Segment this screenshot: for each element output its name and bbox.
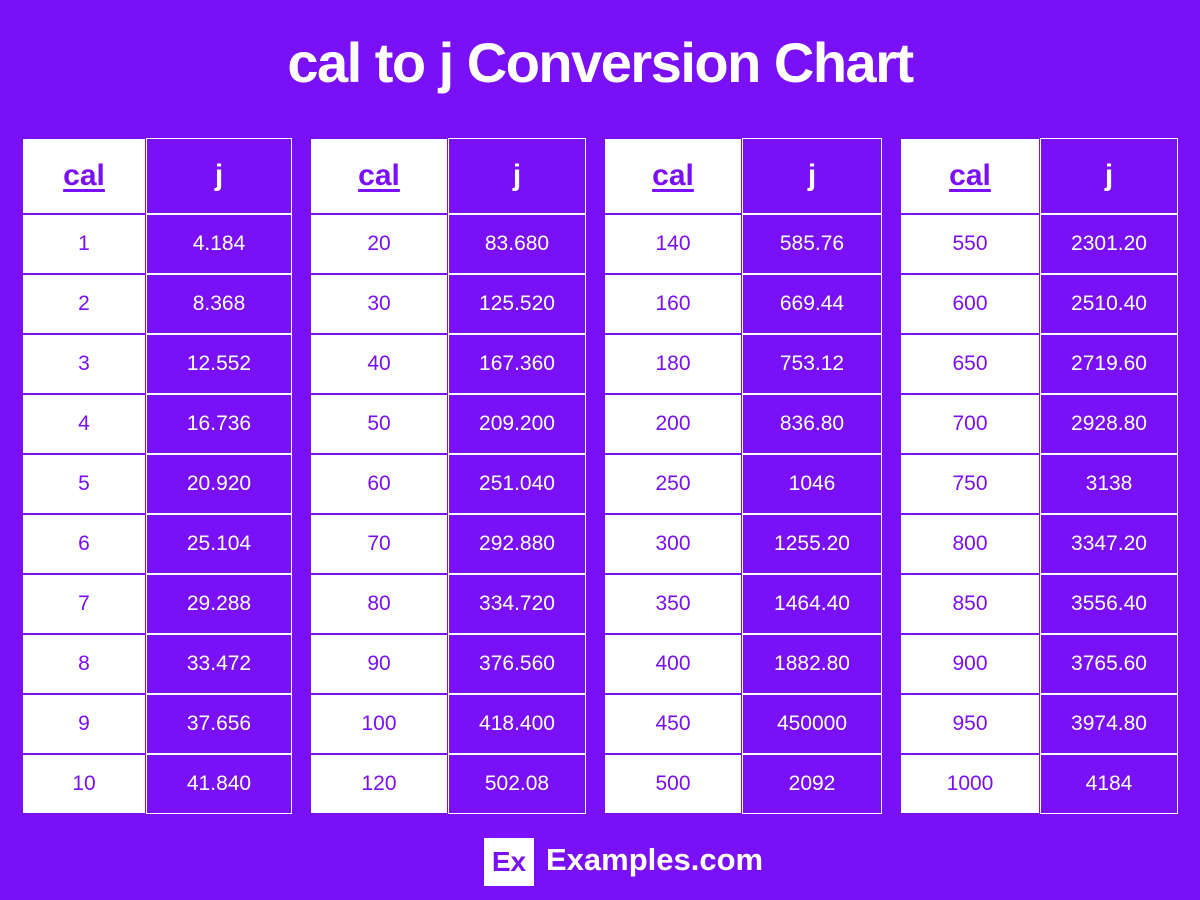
table-cell: 700 bbox=[900, 394, 1040, 454]
table-cell: 292.880 bbox=[448, 514, 586, 574]
table-cell: 3347.20 bbox=[1040, 514, 1178, 574]
title: cal to j Conversion Chart bbox=[287, 31, 914, 94]
table-cell: 4.184 bbox=[146, 214, 292, 274]
table-cell: 20.920 bbox=[146, 454, 292, 514]
table-cell: 250 bbox=[604, 454, 742, 514]
table-cell: 80 bbox=[310, 574, 448, 634]
table-cell: 140 bbox=[604, 214, 742, 274]
table-cell: 850 bbox=[900, 574, 1040, 634]
table-cell: 251.040 bbox=[448, 454, 586, 514]
table-cell: 3556.40 bbox=[1040, 574, 1178, 634]
table-cell: 2719.60 bbox=[1040, 334, 1178, 394]
header-cell: j bbox=[146, 138, 292, 214]
table-cell: 7 bbox=[22, 574, 146, 634]
table-cell: 2092 bbox=[742, 754, 882, 814]
table-cell: 4184 bbox=[1040, 754, 1178, 814]
table-cell: 8.368 bbox=[146, 274, 292, 334]
table-cell: 50 bbox=[310, 394, 448, 454]
table-cell: 100 bbox=[310, 694, 448, 754]
table-cell: 1046 bbox=[742, 454, 882, 514]
site-name: Examples.com bbox=[546, 842, 764, 877]
table-cell: 125.520 bbox=[448, 274, 586, 334]
table-cell: 4 bbox=[22, 394, 146, 454]
table-cell: 585.76 bbox=[742, 214, 882, 274]
table-cell: 5 bbox=[22, 454, 146, 514]
table-cell: 500 bbox=[604, 754, 742, 814]
table-cell: 650 bbox=[900, 334, 1040, 394]
table-cell: 40 bbox=[310, 334, 448, 394]
table-cell: 180 bbox=[604, 334, 742, 394]
table-cell: 750 bbox=[900, 454, 1040, 514]
table-cell: 950 bbox=[900, 694, 1040, 754]
table-cell: 753.12 bbox=[742, 334, 882, 394]
table-cell: 167.360 bbox=[448, 334, 586, 394]
table-cell: 1882.80 bbox=[742, 634, 882, 694]
header-cell: j bbox=[448, 138, 586, 214]
table-cell: 502.08 bbox=[448, 754, 586, 814]
table-cell: 209.200 bbox=[448, 394, 586, 454]
table-cell: 90 bbox=[310, 634, 448, 694]
table-cell: 12.552 bbox=[146, 334, 292, 394]
table-cell: 30 bbox=[310, 274, 448, 334]
table-cell: 20 bbox=[310, 214, 448, 274]
table-cell: 600 bbox=[900, 274, 1040, 334]
table-cell: 6 bbox=[22, 514, 146, 574]
header-cell: cal bbox=[22, 138, 146, 214]
table-cell: 376.560 bbox=[448, 634, 586, 694]
table-cell: 550 bbox=[900, 214, 1040, 274]
header-cell: cal bbox=[310, 138, 448, 214]
table-cell: 2 bbox=[22, 274, 146, 334]
table-cell: 60 bbox=[310, 454, 448, 514]
table-cell: 669.44 bbox=[742, 274, 882, 334]
table-cell: 2510.40 bbox=[1040, 274, 1178, 334]
table-cell: 37.656 bbox=[146, 694, 292, 754]
header-cell: cal bbox=[900, 138, 1040, 214]
table-cell: 450000 bbox=[742, 694, 882, 754]
header-cell: j bbox=[1040, 138, 1178, 214]
table-cell: 1255.20 bbox=[742, 514, 882, 574]
table-cell: 25.104 bbox=[146, 514, 292, 574]
table-cell: 836.80 bbox=[742, 394, 882, 454]
table-cell: 8 bbox=[22, 634, 146, 694]
table-cell: 2928.80 bbox=[1040, 394, 1178, 454]
table-cell: 33.472 bbox=[146, 634, 292, 694]
table-cell: 29.288 bbox=[146, 574, 292, 634]
table-cell: 160 bbox=[604, 274, 742, 334]
table-cell: 2301.20 bbox=[1040, 214, 1178, 274]
logo: Ex bbox=[484, 838, 534, 886]
table-cell: 800 bbox=[900, 514, 1040, 574]
table-cell: 70 bbox=[310, 514, 448, 574]
table-cell: 400 bbox=[604, 634, 742, 694]
table-cell: 1 bbox=[22, 214, 146, 274]
table-cell: 334.720 bbox=[448, 574, 586, 634]
table-cell: 120 bbox=[310, 754, 448, 814]
table-cell: 10 bbox=[22, 754, 146, 814]
table-cell: 450 bbox=[604, 694, 742, 754]
table-cell: 9 bbox=[22, 694, 146, 754]
table-cell: 1464.40 bbox=[742, 574, 882, 634]
table-cell: 3 bbox=[22, 334, 146, 394]
table-cell: 41.840 bbox=[146, 754, 292, 814]
table-cell: 350 bbox=[604, 574, 742, 634]
table-cell: 200 bbox=[604, 394, 742, 454]
table-cell: 3765.60 bbox=[1040, 634, 1178, 694]
table-cell: 900 bbox=[900, 634, 1040, 694]
table-cell: 1000 bbox=[900, 754, 1040, 814]
header-cell: j bbox=[742, 138, 882, 214]
table-cell: 300 bbox=[604, 514, 742, 574]
header-cell: cal bbox=[604, 138, 742, 214]
table-cell: 3974.80 bbox=[1040, 694, 1178, 754]
table-cell: 418.400 bbox=[448, 694, 586, 754]
table-cell: 16.736 bbox=[146, 394, 292, 454]
table-cell: 3138 bbox=[1040, 454, 1178, 514]
table-cell: 83.680 bbox=[448, 214, 586, 274]
